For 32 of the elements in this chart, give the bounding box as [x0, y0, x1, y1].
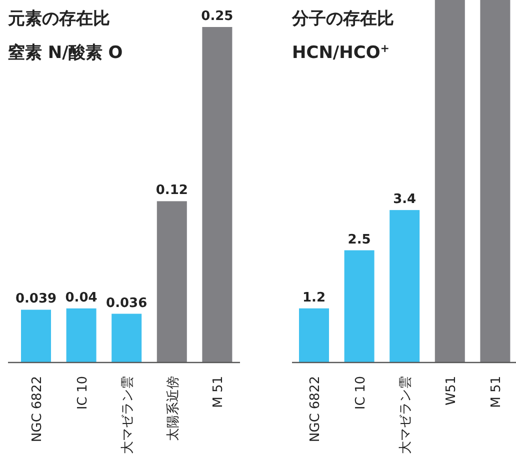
bar — [156, 201, 187, 362]
data-label: 1.2 — [302, 290, 326, 306]
x-tick-label: IC 10 — [353, 376, 368, 410]
text: 分子の存在比 — [291, 9, 394, 29]
x-tick-label: 大マゼラン雲 — [120, 376, 136, 454]
data-label: 0.12 — [156, 183, 188, 198]
data-label: 3.4 — [393, 192, 416, 208]
x-tick-label: NGC 6822 — [308, 376, 323, 442]
data-label: 0.039 — [15, 292, 57, 307]
x-tick-label: 太陽系近傍 — [166, 376, 181, 441]
bar — [21, 310, 51, 362]
bar — [299, 308, 329, 362]
x-tick-label: M 51 — [489, 376, 504, 408]
bar — [344, 250, 374, 362]
text: HCN/HCO$^{+}$ — [292, 42, 390, 63]
chart-title: 元素の存在比 — [7, 9, 110, 29]
bar — [112, 314, 142, 362]
bar — [480, 0, 510, 362]
bar — [66, 308, 96, 362]
x-tick-label: NGC 6822 — [30, 376, 45, 442]
data-label: 0.25 — [201, 9, 234, 24]
x-tick-label: M 51 — [211, 376, 226, 408]
data-label: 2.5 — [348, 232, 371, 248]
data-label: 0.04 — [65, 290, 98, 306]
bar — [390, 210, 420, 362]
text: 窒素 N/酸素 O — [8, 43, 123, 63]
x-tick-label: 大マゼラン雲 — [398, 376, 414, 454]
x-tick-label: IC 10 — [75, 376, 90, 410]
data-label: 0.036 — [106, 296, 148, 311]
bar — [202, 27, 232, 362]
bar — [434, 0, 465, 362]
x-tick-label: W51 — [444, 376, 459, 406]
